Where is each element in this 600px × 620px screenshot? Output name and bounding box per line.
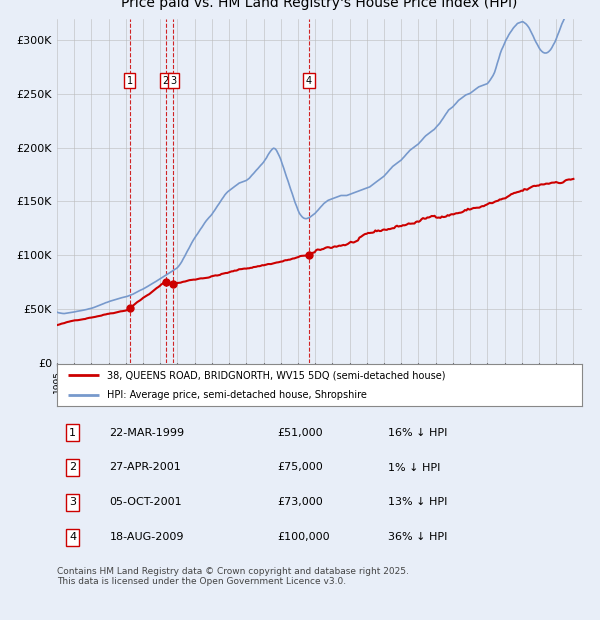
Text: Contains HM Land Registry data © Crown copyright and database right 2025.
This d: Contains HM Land Registry data © Crown c… — [57, 567, 409, 587]
Text: 3: 3 — [170, 76, 176, 86]
Text: 2: 2 — [69, 463, 76, 472]
Text: 4: 4 — [306, 76, 312, 86]
Text: 22-MAR-1999: 22-MAR-1999 — [110, 428, 185, 438]
Text: HPI: Average price, semi-detached house, Shropshire: HPI: Average price, semi-detached house,… — [107, 390, 367, 400]
Text: £100,000: £100,000 — [277, 533, 330, 542]
Text: 27-APR-2001: 27-APR-2001 — [110, 463, 181, 472]
Text: 05-OCT-2001: 05-OCT-2001 — [110, 497, 182, 507]
Text: £75,000: £75,000 — [277, 463, 323, 472]
Text: £73,000: £73,000 — [277, 497, 323, 507]
Text: 3: 3 — [69, 497, 76, 507]
Text: 16% ↓ HPI: 16% ↓ HPI — [388, 428, 447, 438]
Text: 38, QUEENS ROAD, BRIDGNORTH, WV15 5DQ (semi-detached house): 38, QUEENS ROAD, BRIDGNORTH, WV15 5DQ (s… — [107, 370, 445, 380]
Text: 2: 2 — [163, 76, 169, 86]
Text: 1: 1 — [127, 76, 133, 86]
Text: 36% ↓ HPI: 36% ↓ HPI — [388, 533, 447, 542]
Text: 1% ↓ HPI: 1% ↓ HPI — [388, 463, 440, 472]
Text: 4: 4 — [69, 533, 76, 542]
Text: 18-AUG-2009: 18-AUG-2009 — [110, 533, 184, 542]
Text: 13% ↓ HPI: 13% ↓ HPI — [388, 497, 447, 507]
Text: 1: 1 — [69, 428, 76, 438]
Text: £51,000: £51,000 — [277, 428, 323, 438]
Title: 38, QUEENS ROAD, BRIDGNORTH, WV15 5DQ
Price paid vs. HM Land Registry's House Pr: 38, QUEENS ROAD, BRIDGNORTH, WV15 5DQ Pr… — [121, 0, 518, 11]
